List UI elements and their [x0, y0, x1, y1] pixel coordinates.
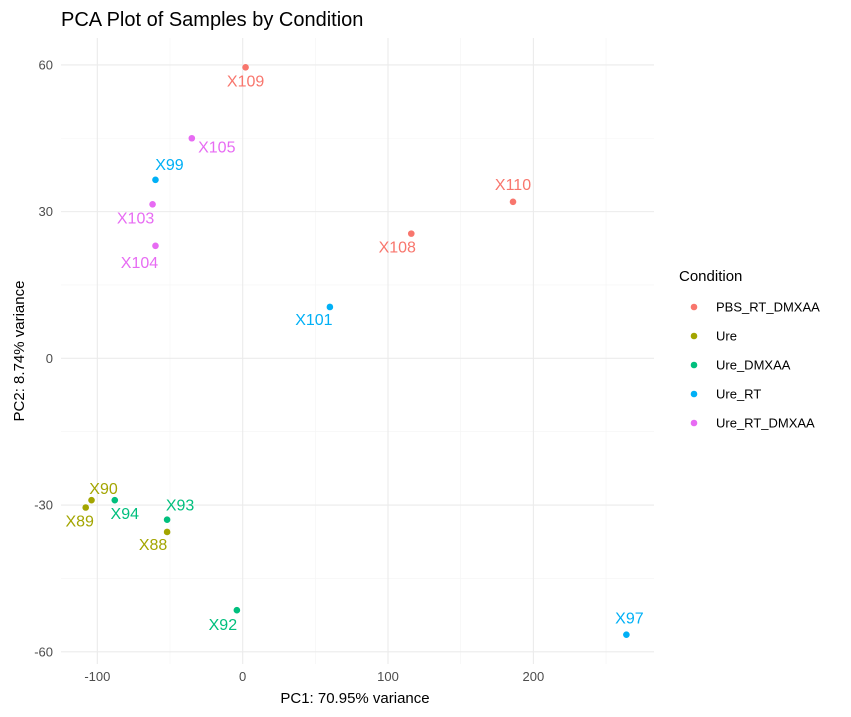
x-tick-label: 200: [523, 669, 545, 684]
y-tick-label: 60: [39, 57, 53, 72]
x-tick-label: 100: [377, 669, 399, 684]
legend-label: Ure_DMXAA: [716, 358, 791, 373]
point-label: X92: [209, 617, 238, 634]
legend-key: [690, 361, 698, 369]
point-label: X90: [89, 481, 118, 498]
point-label: X109: [227, 73, 264, 90]
point-label: X110: [495, 177, 531, 194]
legend-label: Ure_RT_DMXAA: [716, 416, 815, 431]
data-point: [623, 631, 630, 638]
data-point: [111, 496, 119, 504]
point-label: X105: [198, 139, 235, 156]
data-point: [152, 176, 159, 184]
point-label: X89: [65, 514, 94, 531]
y-tick-label: 30: [39, 204, 53, 219]
point-label: X97: [615, 611, 644, 628]
point-label: X99: [155, 157, 184, 174]
chart-title: PCA Plot of Samples by Condition: [61, 9, 363, 31]
point-labels: X109 X110 X108 X90 X89 X88 X94 X93 X92 X99 X101 X97…: [65, 73, 643, 634]
data-point: [407, 230, 415, 237]
legend-title: Condition: [679, 268, 742, 285]
data-point: [242, 64, 249, 71]
point-label: X104: [121, 255, 158, 272]
legend-label: Ure: [716, 329, 737, 344]
y-tick-label: -30: [34, 498, 53, 513]
point-label: X103: [117, 210, 154, 227]
data-point: [82, 504, 90, 511]
data-point: [152, 242, 159, 250]
legend: Condition PBS_RT_DMXAA Ure Ure_DMXAA Ure_RT…: [679, 268, 820, 431]
x-axis-title: PC1: 70.95% variance: [280, 690, 429, 707]
data-point: [233, 606, 241, 614]
point-label: X88: [139, 537, 168, 554]
y-tick-label: -60: [34, 644, 53, 659]
x-tick-label: -100: [84, 669, 110, 684]
grid: [61, 38, 654, 664]
data-point: [163, 528, 171, 536]
point-label: X93: [166, 498, 195, 515]
data-point: [509, 198, 517, 206]
legend-key: [690, 390, 698, 398]
y-axis-title: PC2: 8.74% variance: [11, 281, 28, 422]
data-point: [149, 200, 156, 208]
data-point: [163, 516, 171, 524]
y-tick-label: 0: [46, 351, 53, 366]
legend-label: PBS_RT_DMXAA: [716, 300, 820, 315]
tick-labels: -100 0 100 200 -60 -30 0 30 60: [34, 57, 544, 684]
data-point: [188, 134, 196, 142]
data-point: [326, 303, 334, 311]
legend-key: [690, 303, 698, 311]
data-points: [82, 64, 630, 638]
data-point: [88, 496, 95, 504]
x-tick-label: 0: [239, 669, 246, 684]
legend-label: Ure_RT: [716, 387, 761, 402]
legend-key: [690, 419, 698, 427]
legend-key: [690, 332, 698, 340]
point-label: X101: [295, 312, 332, 329]
point-label: X94: [111, 506, 140, 523]
point-label: X108: [379, 240, 416, 257]
